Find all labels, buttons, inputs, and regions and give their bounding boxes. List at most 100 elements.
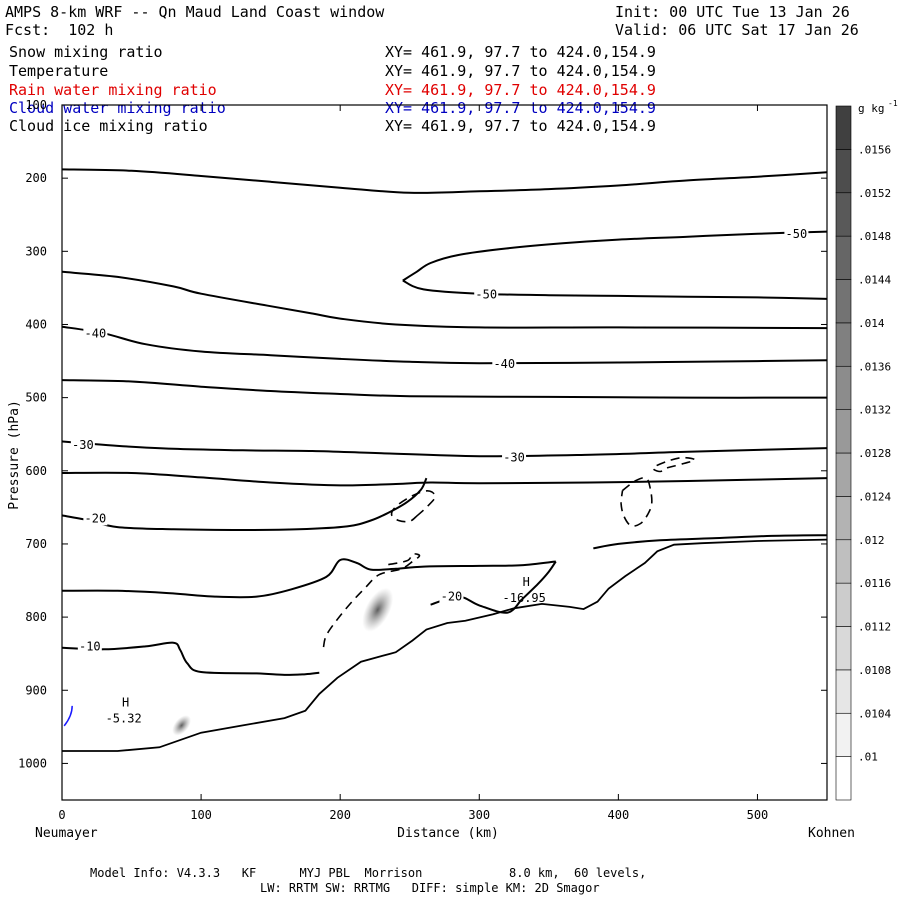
contour-label: -40: [85, 326, 107, 340]
x-right-endpoint: Kohnen: [808, 826, 855, 841]
forecast-hour-text: Fcst: 102 h: [5, 21, 114, 39]
y-axis-label: Pressure (hPa): [7, 400, 22, 510]
cloud-water-contour: [63, 705, 73, 727]
cloud-ice-contour: [652, 456, 696, 473]
colorbar-swatch: [835, 452, 852, 497]
colorbar-swatch: [835, 149, 852, 194]
contour-label-bg: [502, 450, 527, 465]
isotherm-line: [402, 230, 828, 282]
colorbar-swatch: [835, 539, 852, 584]
x-tick-label: 300: [468, 808, 490, 822]
terrain-line: [62, 538, 828, 752]
field-xy: XY= 461.9, 97.7 to 424.0,154.9: [385, 99, 656, 117]
contour-label-bg: [784, 226, 809, 241]
plot-frame: [61, 104, 828, 801]
init-text: Init: 00 UTC Tue 13 Jan 26: [615, 3, 850, 21]
field-name: Cloud water mixing ratio: [9, 99, 226, 117]
isotherm-line: [61, 471, 828, 487]
y-tick-label: 100: [25, 98, 47, 112]
field-name: Temperature: [9, 62, 109, 80]
y-tick-label: 600: [25, 464, 47, 478]
title-text: AMPS 8-km WRF -- Qn Maud Land Coast wind…: [5, 3, 385, 21]
extremum-marker: H: [122, 696, 129, 710]
footer-model-info: Model Info: V4.3.3 KF MYJ PBL Morrison 8…: [90, 866, 647, 880]
colorbar-swatch: [835, 365, 852, 410]
colorbar-unit-exponent: -1: [888, 99, 898, 108]
y-tick-label: 900: [25, 683, 47, 697]
contour-label-bg: [83, 326, 108, 341]
colorbar-tick-label: .0124: [858, 490, 891, 503]
colorbar-swatch: [835, 669, 852, 714]
contour-label: -30: [72, 438, 94, 452]
contour-label: -50: [786, 227, 808, 241]
field-xy: XY= 461.9, 97.7 to 424.0,154.9: [385, 117, 656, 135]
x-tick-label: 100: [190, 808, 212, 822]
contour-label: -30: [503, 451, 525, 465]
contour-label: -20: [441, 590, 463, 604]
contour-label: -40: [493, 357, 515, 371]
x-tick-label: 200: [329, 808, 351, 822]
isotherm-line: [61, 325, 828, 365]
colorbar-swatch: [835, 756, 852, 801]
isotherm-line: [520, 560, 557, 602]
y-tick-label: 400: [25, 317, 47, 331]
isotherm-line: [61, 270, 828, 330]
y-tick-label: 300: [25, 244, 47, 258]
field-name: Snow mixing ratio: [9, 43, 163, 61]
colorbar-tick-label: .0112: [858, 621, 891, 634]
colorbar-tick-label: .0116: [858, 577, 891, 590]
colorbar-tick-label: .0128: [858, 447, 891, 460]
contour-label-bg: [492, 356, 517, 371]
colorbar-swatch: [835, 322, 852, 367]
isotherm-line: [61, 379, 828, 399]
x-axis-label: Distance (km): [397, 826, 499, 841]
contour-label-bg: [439, 589, 464, 604]
contour-label: -10: [79, 639, 101, 653]
colorbar-tick-label: .0148: [858, 230, 891, 243]
x-tick-label: 400: [608, 808, 630, 822]
isotherm-line: [61, 168, 828, 194]
colorbar-swatch: [835, 192, 852, 237]
cloud-ice-contour: [390, 490, 436, 523]
colorbar-tick-label: .0108: [858, 664, 891, 677]
colorbar-tick-label: .014: [858, 317, 885, 330]
y-tick-label: 700: [25, 537, 47, 551]
valid-time-text: Valid: 06 UTC Sat 17 Jan 26: [615, 21, 859, 39]
snow-shading-blob: [172, 715, 192, 736]
colorbar-swatch: [835, 496, 852, 541]
field-xy: XY= 461.9, 97.7 to 424.0,154.9: [385, 43, 656, 61]
colorbar-tick-label: .0144: [858, 274, 891, 287]
snow-shading-blob: [362, 587, 394, 632]
contour-label-bg: [77, 639, 102, 654]
extremum-value: -5.32: [106, 712, 142, 726]
cloud-ice-contour: [620, 476, 653, 527]
extremum-value: -16.95: [503, 591, 546, 605]
isotherm-line: [61, 641, 320, 676]
isotherm-line: [61, 440, 828, 458]
contour-label-bg: [70, 438, 95, 453]
isotherm-line: [593, 534, 828, 550]
colorbar-tick-label: .012: [858, 534, 885, 547]
y-tick-label: 800: [25, 610, 47, 624]
colorbar-tick-label: .0152: [858, 187, 891, 200]
x-tick-label: 500: [747, 808, 769, 822]
colorbar-swatch: [835, 279, 852, 324]
colorbar-unit: g kg: [858, 102, 885, 115]
y-tick-label: 500: [25, 391, 47, 405]
colorbar-tick-label: .0132: [858, 404, 891, 417]
x-left-endpoint: Neumayer: [35, 826, 98, 841]
x-tick-label: 0: [58, 808, 65, 822]
isotherm-line: [61, 477, 428, 532]
y-tick-label: 200: [25, 171, 47, 185]
colorbar-tick-label: .0156: [858, 143, 891, 156]
isotherm-line: [61, 558, 556, 599]
contour-label-bg: [83, 511, 108, 526]
colorbar-tick-label: .01: [858, 751, 878, 764]
field-xy: XY= 461.9, 97.7 to 424.0,154.9: [385, 62, 656, 80]
isotherm-line: [402, 279, 828, 300]
contour-label-bg: [474, 287, 499, 302]
contour-label: -20: [85, 511, 107, 525]
contour-label: -50: [475, 287, 497, 301]
extremum-marker: H: [523, 575, 530, 589]
